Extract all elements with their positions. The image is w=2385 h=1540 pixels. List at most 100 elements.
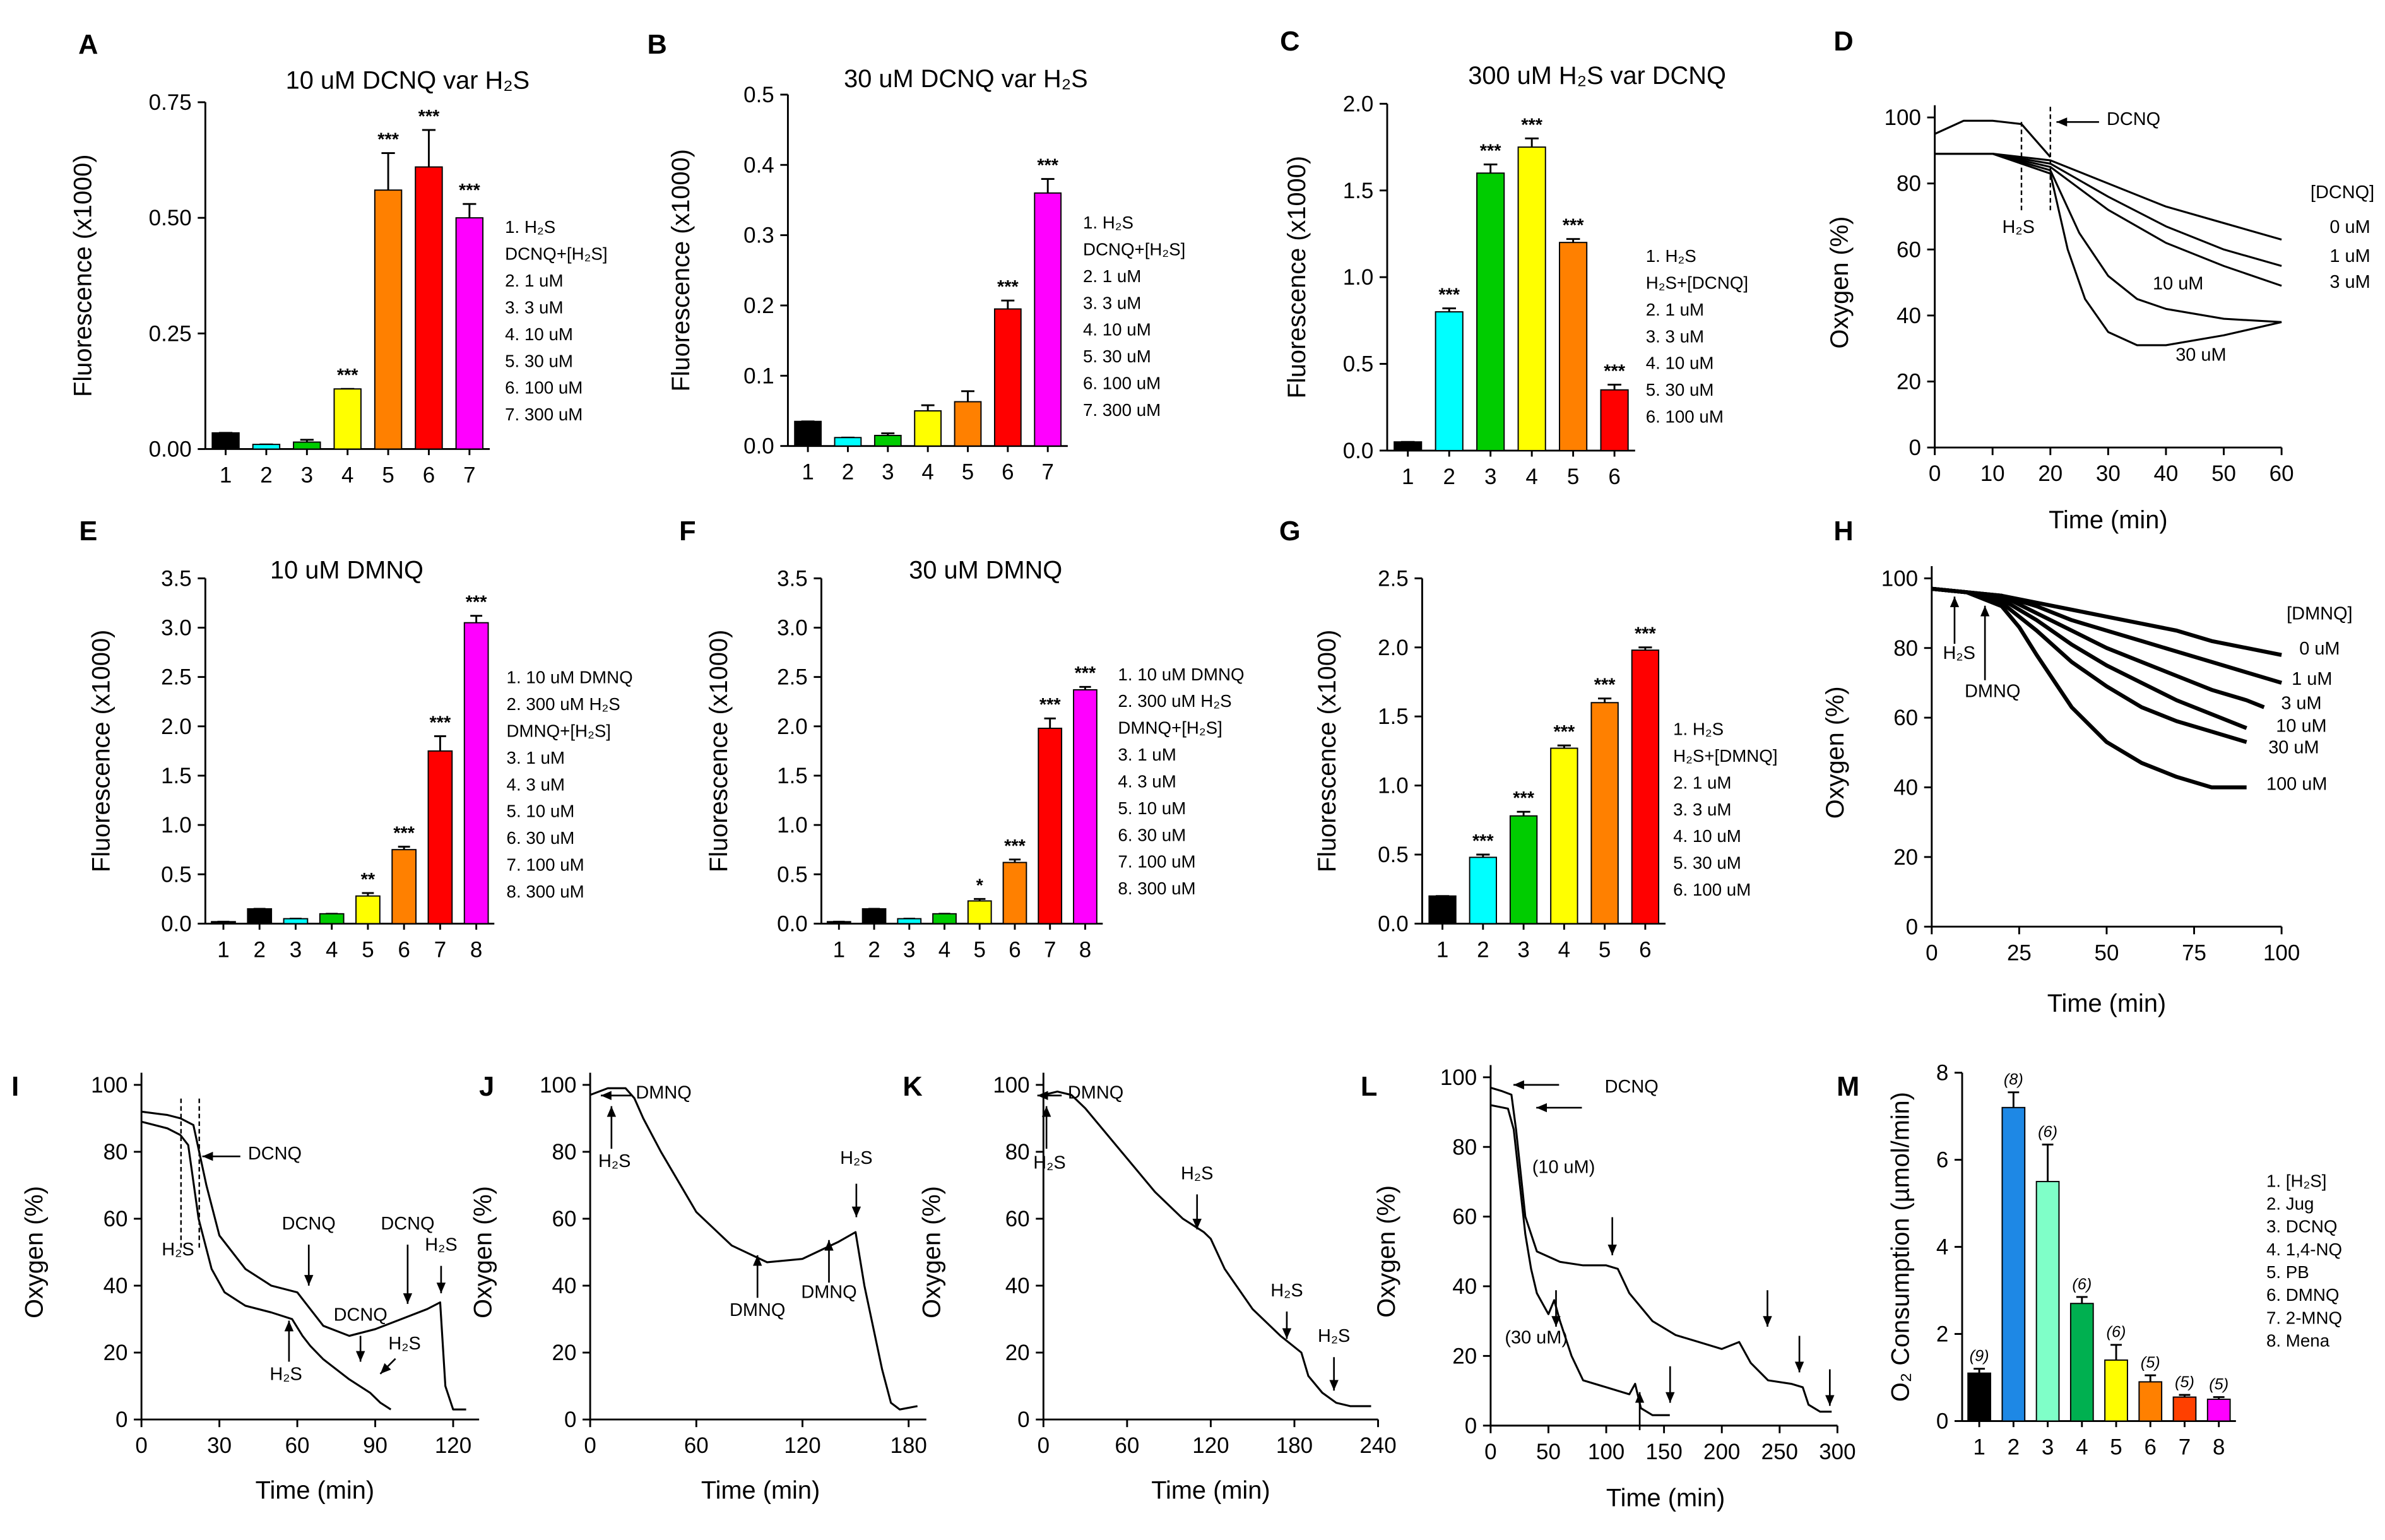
bar [1631,649,1660,925]
bar [2172,1396,2197,1422]
line [589,1087,918,1411]
bar [834,437,862,447]
annotation: DMNQ [730,1300,785,1320]
y-tick-label: 20 [1452,1344,1477,1368]
x-tick-label: 40 [2154,461,2179,486]
x-tick-label: 300 [1819,1440,1855,1464]
y-tick-label: 8 [1936,1061,1948,1086]
significance: *** [430,713,451,733]
y-tick-label: 100 [91,1073,127,1098]
panel-letter: M [1837,1072,1859,1102]
y-tick-label: 0.3 [743,223,774,248]
legend-entry: DCNQ+[H₂S] [505,244,607,264]
bar [252,444,281,450]
y-tick-label: 0.1 [743,364,774,388]
x-tick-label: 1 [217,937,229,962]
x-tick-label: 100 [2263,940,2300,965]
y-tick-label: 2.5 [1378,566,1409,591]
legend-entry: 4. 10 uM [505,324,573,344]
annotation: H₂S [1943,643,1975,663]
legend-entry: 3. 1 uM [1118,745,1176,764]
y-axis-label: Oxygen (%) [918,1186,945,1318]
panel: I Oxygen (%) 0 20 40 60 80 100 0 30 60 90 120 Time (m… [11,1072,480,1504]
bar [319,913,345,925]
y-tick-label: 40 [1452,1274,1477,1299]
annotation: H₂S [269,1364,302,1384]
bar [794,420,822,447]
panel-letter: F [679,516,696,547]
legend-entry: 2. 1 uM [1646,300,1704,319]
panel-letter: J [479,1072,494,1102]
bar [1469,856,1497,925]
bar [1428,895,1457,925]
x-tick-label: 2 [1443,465,1455,489]
legend-entry: 2. 1 uM [1673,773,1731,792]
bar [355,895,381,925]
y-tick-label: 40 [552,1274,577,1298]
annotation: [DMNQ] [2287,603,2352,624]
x-tick-label: 90 [363,1433,388,1458]
y-tick-label: 0.5 [161,862,192,887]
panel-letter: I [11,1072,19,1102]
y-axis-label: Oxygen (%) [1821,686,1849,819]
legend-entry: 7. 2-MNQ [2266,1308,2342,1327]
x-tick-label: 7 [434,937,446,962]
y-tick-label: 3.0 [161,616,192,641]
y-tick-label: 2.0 [1343,92,1374,116]
y-tick-label: 20 [552,1341,577,1365]
x-tick-label: 8 [470,937,482,962]
legend-entry: 5. 30 uM [1646,380,1714,400]
bar [1517,146,1546,451]
significance: *** [1480,141,1501,161]
x-tick-label: 4 [921,460,933,485]
significance: *** [1513,788,1534,808]
y-axis-label: Oxygen (%) [20,1186,48,1318]
x-tick-label: 0 [1484,1440,1496,1464]
panel: G Fluorescence (x1000) 0.0 0.5 1.0 1.5 2.0 2.5 1… [1279,516,1778,962]
bar [932,913,957,925]
x-axis-label: Time (min) [1606,1484,1725,1512]
legend-entry: 6. 100 uM [1673,880,1751,899]
y-tick-label: 0.0 [743,434,774,459]
y-tick-label: 20 [1893,845,1918,870]
y-tick-label: 60 [1893,706,1918,730]
y-tick-label: 1.0 [161,813,192,838]
panel-letter: H [1833,516,1853,547]
annotation: DCNQ [334,1305,388,1325]
y-tick-label: 0.75 [149,90,192,115]
x-tick-label: 5 [2110,1435,2122,1460]
x-tick-label: 60 [285,1433,310,1458]
significance: *** [1039,695,1061,715]
y-tick-label: 0.5 [777,862,808,887]
x-tick-label: 2 [1477,937,1489,962]
bar [1509,815,1538,925]
bar [2035,1181,2060,1422]
annotation: DCNQ [2107,109,2160,129]
bar [1476,172,1505,451]
bar [1550,747,1578,925]
x-tick-label: 7 [2179,1435,2191,1460]
y-tick-label: 0.0 [1343,439,1374,463]
x-tick-label: 3 [2042,1435,2054,1460]
x-tick-label: 25 [2007,940,2032,965]
legend-entry: 4. 10 uM [1673,826,1741,846]
significance: * [976,875,984,896]
y-tick-label: 20 [1897,370,1921,394]
x-tick-label: 1 [1973,1435,1985,1460]
x-tick-label: 5 [962,460,974,485]
x-tick-label: 0 [1038,1433,1050,1458]
bar [455,217,484,450]
y-axis-label: O₂ Consumption (µmol/min) [1887,1092,1915,1402]
y-tick-label: 3.5 [161,566,192,591]
line [141,1120,392,1411]
line [1490,1086,1832,1413]
significance: *** [337,365,358,386]
bar [2104,1359,2128,1422]
y-tick-label: 1.0 [1378,774,1409,798]
x-tick-label: 0 [1926,940,1938,965]
y-tick-label: 0.5 [1378,843,1409,867]
significance: *** [1594,675,1616,696]
legend-entry: 1. [H₂S] [2266,1171,2326,1190]
